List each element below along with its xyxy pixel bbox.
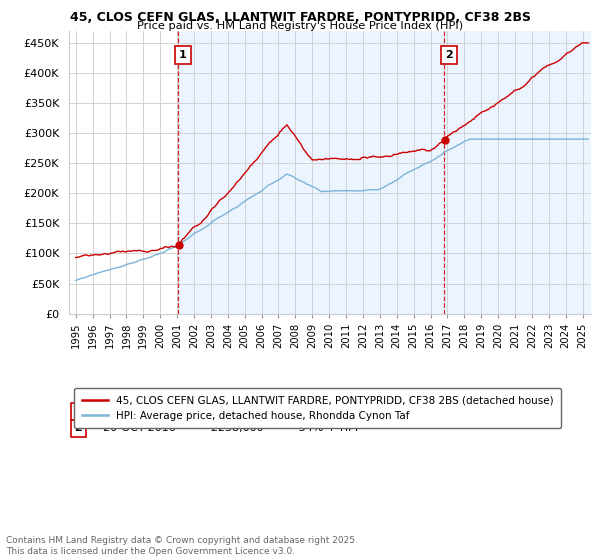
Legend: 45, CLOS CEFN GLAS, LLANTWIT FARDRE, PONTYPRIDD, CF38 2BS (detached house), HPI:: 45, CLOS CEFN GLAS, LLANTWIT FARDRE, PON… [74, 388, 561, 428]
Text: 1: 1 [179, 50, 187, 60]
Text: 2: 2 [445, 50, 453, 60]
Text: Contains HM Land Registry data © Crown copyright and database right 2025.
This d: Contains HM Land Registry data © Crown c… [6, 536, 358, 556]
Text: 19-JAN-2001          £111,450          67% ↑ HPI: 19-JAN-2001 £111,450 67% ↑ HPI [103, 406, 355, 416]
Text: 1: 1 [74, 406, 82, 416]
Text: Price paid vs. HM Land Registry's House Price Index (HPI): Price paid vs. HM Land Registry's House … [137, 21, 463, 31]
Text: 2: 2 [74, 423, 82, 433]
Text: 45, CLOS CEFN GLAS, LLANTWIT FARDRE, PONTYPRIDD, CF38 2BS: 45, CLOS CEFN GLAS, LLANTWIT FARDRE, PON… [70, 11, 530, 24]
Bar [444, 31, 591, 314]
Text: 20-OCT-2016          £238,000          34% ↑ HPI: 20-OCT-2016 £238,000 34% ↑ HPI [103, 423, 358, 433]
Bar [178, 31, 444, 314]
